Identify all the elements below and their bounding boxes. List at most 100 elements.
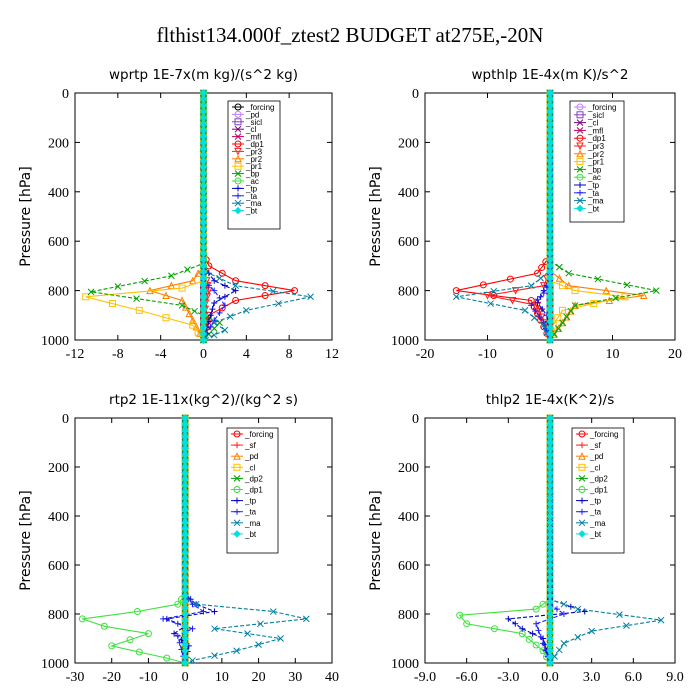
series-marker-pr1	[82, 293, 90, 301]
legend-marker	[234, 125, 242, 133]
legend-label: _dp1	[589, 486, 608, 495]
series-marker-dp1	[532, 605, 540, 613]
series-marker-ta	[216, 309, 223, 316]
series-marker-dp1	[108, 642, 116, 650]
legend-label: _ma	[244, 519, 261, 528]
plot-frame	[74, 417, 333, 664]
legend-label: _ma	[589, 519, 606, 528]
series-marker-dp1	[135, 648, 143, 656]
series-marker-pr1	[571, 287, 579, 295]
series-marker-ta	[174, 620, 181, 627]
x-tick-label: 10	[215, 670, 229, 685]
legend-label: _bp	[245, 170, 260, 179]
series-marker-pr1	[108, 300, 116, 308]
series-marker-pr2	[639, 291, 648, 300]
legend-marker	[578, 430, 586, 438]
series-marker-ma	[269, 608, 277, 615]
legend-label: _dp2	[244, 474, 263, 483]
x-tick-label: -12	[66, 347, 85, 362]
legend-marker	[576, 158, 584, 166]
legend-label: _dp1	[245, 140, 264, 149]
legend-label: _sf	[244, 441, 256, 450]
series-marker-dp1	[163, 654, 171, 662]
legend-label: _forcing	[245, 103, 274, 112]
series-marker-ma	[257, 620, 264, 628]
legend: _forcing_pd_sicl_cl_mfl_dp1_pr3_pr2_pr1_…	[227, 100, 281, 230]
series-marker-bp	[556, 263, 563, 271]
y-axis-label: Pressure [hPa]	[18, 166, 34, 266]
legend-marker	[577, 182, 583, 188]
series-marker-dp1	[532, 641, 540, 649]
series-marker-bp	[554, 325, 562, 332]
legend-marker	[234, 442, 240, 449]
legend: _forcing_sicl_cl_mfl_dp1_pr3_pr2_pr1_bp_…	[569, 100, 625, 223]
series-marker-tp	[519, 625, 526, 632]
legend-marker	[578, 463, 586, 471]
y-tick-label: 800	[398, 285, 419, 300]
legend-marker	[578, 530, 586, 538]
series-marker-ta	[205, 282, 212, 289]
panel-rtp2: rtp2 1E-11x(kg^2)/(kg^2 s) Pressure [hPa]…	[18, 392, 339, 685]
y-tick-label: 200	[398, 136, 419, 151]
y-tick-label: 600	[398, 235, 419, 250]
legend-marker	[234, 162, 242, 170]
series-marker-pr2	[555, 274, 564, 282]
series-line-pr2	[147, 93, 205, 341]
series-marker-ta	[535, 627, 542, 634]
legend-marker	[579, 497, 585, 504]
legend-marker	[577, 189, 583, 196]
series-marker-bp	[559, 319, 566, 327]
legend-marker	[234, 154, 242, 163]
series-marker-ta	[532, 308, 539, 315]
legend-label: _cl	[245, 125, 256, 134]
legend-label: _pr1	[587, 158, 605, 167]
series-marker-dp1	[534, 269, 541, 277]
series-marker-dp1	[463, 620, 471, 628]
series-marker-dp1	[539, 600, 547, 608]
series-marker-ta	[540, 290, 547, 297]
series-marker-dp1	[126, 636, 134, 644]
x-tick-label: 0	[547, 347, 554, 362]
panel-title: wprtp 1E-7x(m kg)/(s^2 kg)	[109, 67, 298, 83]
series-marker-ta	[553, 606, 560, 613]
legend-label: _ta	[244, 508, 257, 517]
series-marker-bp	[87, 288, 95, 296]
y-axis-label: Pressure [hPa]	[368, 166, 384, 266]
legend-label: _bt	[245, 207, 258, 216]
series-marker-ma	[277, 635, 284, 642]
series-marker-dp1	[291, 287, 299, 295]
series-marker-pr1	[178, 284, 186, 292]
series-marker-pr1	[135, 306, 143, 314]
legend-marker	[576, 142, 584, 151]
series-marker-bp	[178, 302, 186, 309]
legend-label: _pr3	[245, 147, 263, 156]
x-tick-label: 30	[288, 670, 302, 685]
series-marker-bp	[565, 269, 573, 277]
x-tick-label: 12	[325, 347, 339, 362]
x-tick-label: 0.0	[541, 670, 559, 685]
panel-title: thlp2 1E-4x(K^2)/s	[486, 392, 615, 408]
series-marker-dp1	[490, 625, 498, 633]
legend-label: _mfl	[587, 126, 603, 135]
series-marker-dp1	[133, 608, 141, 616]
panel-thlp2: thlp2 1E-4x(K^2)/s Pressure [hPa] -9.0 -6.0…	[368, 392, 684, 685]
legend-label: _pr3	[587, 142, 605, 151]
legend-label: _cl	[589, 463, 600, 472]
series-marker-ta	[528, 302, 535, 309]
legend-label: _ma	[587, 197, 604, 206]
series-marker-ta	[533, 620, 540, 627]
series-marker-bp	[133, 295, 140, 302]
series-marker-ta	[537, 633, 544, 640]
series-marker-dp1	[144, 630, 152, 638]
legend-marker	[576, 103, 584, 111]
y-tick-label: 600	[48, 559, 69, 574]
series-marker-ma	[537, 274, 544, 282]
x-tick-label: 3.0	[583, 670, 601, 685]
series-marker-tp	[567, 603, 574, 610]
series-marker-pr2	[188, 316, 197, 324]
series-marker-ta	[189, 625, 196, 632]
series-marker-ma	[226, 313, 234, 320]
y-tick-label: 200	[398, 461, 419, 476]
series-marker-pr2	[554, 324, 563, 332]
legend-label: _pr1	[245, 162, 263, 171]
